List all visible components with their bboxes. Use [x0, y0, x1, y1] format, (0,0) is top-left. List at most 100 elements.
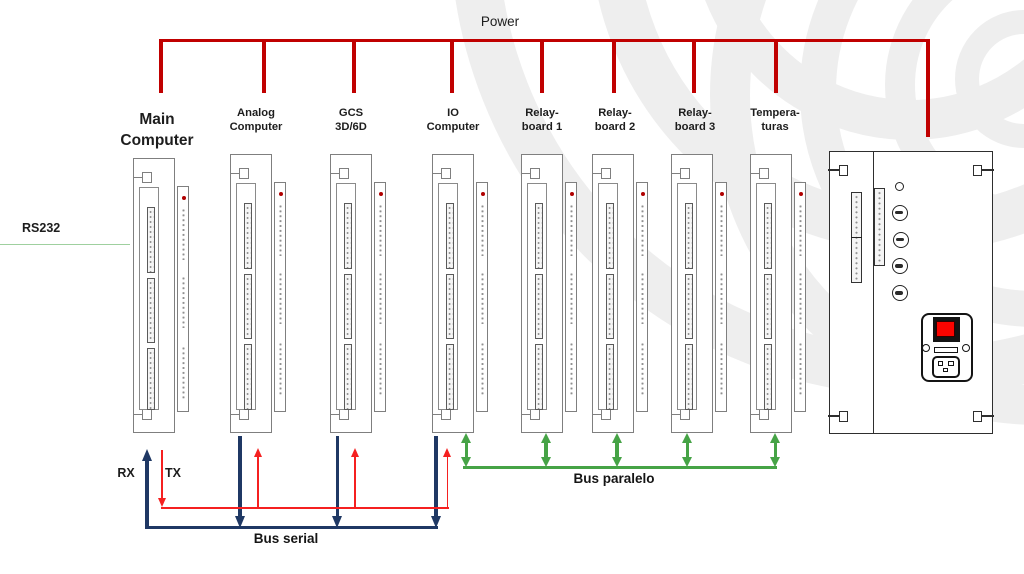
connector-block-icon	[684, 344, 693, 410]
status-led-icon	[181, 195, 186, 200]
power-supply-unit	[827, 150, 994, 434]
board-label-io-computer: IO Computer	[393, 107, 513, 134]
pcb-pin-column	[569, 203, 574, 256]
connector-block-icon	[343, 203, 352, 269]
power-drop-analog-computer	[262, 39, 266, 93]
tx-arrow-up-analog-computer	[253, 447, 262, 457]
pcb-pin-column	[378, 271, 383, 324]
board-label-line2: board 2	[594, 120, 636, 133]
connector-block-icon	[534, 344, 543, 410]
board-relay-board-3-front-panel	[671, 154, 713, 433]
rx-arrow-down-gcs-3d-6d	[332, 515, 342, 528]
psu-mount-tab-icon	[838, 410, 848, 422]
connector-block-icon	[605, 344, 614, 410]
psu-terminal-strip	[873, 188, 885, 266]
board-label-line1: Main	[139, 111, 175, 128]
parallel-arrow-down-temperaturas	[770, 457, 780, 467]
connector-housing	[527, 183, 547, 410]
rs232-line	[0, 243, 130, 246]
pcb-pin-column	[181, 207, 186, 260]
board-label-line2: board 3	[674, 120, 716, 133]
connector-block-icon	[243, 203, 252, 269]
pcb-pin-column	[719, 203, 724, 256]
tx-arrow-down-main-computer	[157, 498, 166, 507]
board-relay-board-2-front-panel	[592, 154, 634, 433]
parallel-link-io-computer	[464, 441, 469, 459]
connector-block-icon	[146, 207, 155, 273]
board-label-line2: Computer	[120, 132, 194, 149]
pcb-pin-column	[569, 341, 574, 396]
board-label-gcs-3d-6d: GCS 3D/6D	[291, 107, 411, 134]
board-temperaturas-front-panel	[750, 154, 792, 433]
tx-riser-io-computer	[446, 455, 449, 508]
board-label-line1: Relay-	[598, 107, 632, 119]
iec-fuse-drawer	[934, 347, 958, 353]
power-drop-gcs-3d-6d	[352, 39, 356, 93]
ejector-handle-top-icon	[601, 168, 611, 179]
pcb-pin-column	[640, 341, 645, 396]
pcb-pin-column	[640, 203, 645, 256]
pcb-pin-column	[378, 203, 383, 256]
parallel-arrow-down-io-computer	[461, 457, 471, 467]
power-switch-frame[interactable]	[932, 317, 960, 342]
rx-label: RX	[117, 466, 135, 480]
board-gcs-3d-6d-pcb	[374, 182, 386, 412]
board-label-analog-computer: Analog Computer	[196, 107, 316, 134]
rs232-label: RS232	[22, 221, 61, 235]
iec-socket-pin-icon	[948, 360, 954, 366]
power-switch-red[interactable]	[936, 320, 955, 337]
iec-ear-screw-icon	[922, 343, 930, 352]
pcb-pin-column	[798, 271, 803, 324]
power-bus-label: Power	[480, 14, 520, 29]
pcb-pin-column	[798, 203, 803, 256]
pcb-pin-column	[480, 271, 485, 324]
power-drop-temperaturas	[774, 39, 778, 93]
psu-mount-tab-line	[981, 415, 994, 417]
bus-paralelo-line	[463, 465, 777, 470]
ejector-handle-top-line	[433, 172, 441, 174]
status-led-icon	[378, 191, 383, 196]
connector-block-icon	[763, 203, 772, 269]
board-io-computer-front-panel	[432, 154, 474, 433]
connector-block-icon	[763, 274, 772, 339]
ejector-handle-top-icon	[759, 168, 769, 179]
connector-block-icon	[243, 344, 252, 410]
parallel-link-temperaturas	[773, 441, 778, 459]
connector-block-icon	[243, 274, 252, 339]
ejector-handle-bottom-line	[231, 413, 239, 415]
parallel-arrow-up-relay-board-3	[682, 432, 692, 443]
rx-riser-main-computer	[145, 459, 149, 529]
parallel-arrow-up-temperaturas	[770, 432, 780, 443]
bus-serial-label: Bus serial	[253, 531, 319, 546]
power-drop-io-computer	[450, 39, 454, 93]
power-drop-power-supply	[926, 39, 930, 137]
connector-housing	[756, 183, 776, 410]
ejector-handle-top-line	[522, 172, 530, 174]
status-led-icon	[798, 191, 803, 196]
ejector-handle-bottom-line	[751, 413, 759, 415]
connector-block-icon	[605, 203, 614, 269]
board-label-relay-board-2: Relay-board 2	[555, 107, 675, 134]
ejector-handle-bottom-line	[672, 413, 680, 415]
pcb-pin-column	[719, 341, 724, 396]
connector-block-icon	[534, 203, 543, 269]
board-label-line2: Computer	[229, 120, 283, 133]
ejector-handle-bottom-line	[134, 413, 142, 415]
ejector-handle-top-line	[751, 172, 759, 174]
psu-mount-tab-line	[827, 169, 839, 171]
connector-housing	[236, 183, 256, 410]
ejector-handle-top-icon	[530, 168, 540, 179]
connector-block-icon	[684, 203, 693, 269]
psu-fuse-holder-icon	[892, 231, 909, 248]
ejector-handle-bottom-line	[433, 413, 441, 415]
bus-serial-rx-line	[144, 526, 438, 530]
connector-block-icon	[445, 203, 454, 269]
power-drop-relay-board-1	[540, 39, 544, 93]
pcb-pin-column	[569, 271, 574, 324]
ejector-handle-top-line	[134, 176, 142, 178]
ejector-handle-top-icon	[142, 172, 152, 183]
connector-block-icon	[534, 274, 543, 339]
connector-block-icon	[684, 274, 693, 339]
board-label-line1: GCS	[338, 107, 364, 119]
psu-mount-tab-icon	[972, 410, 982, 422]
